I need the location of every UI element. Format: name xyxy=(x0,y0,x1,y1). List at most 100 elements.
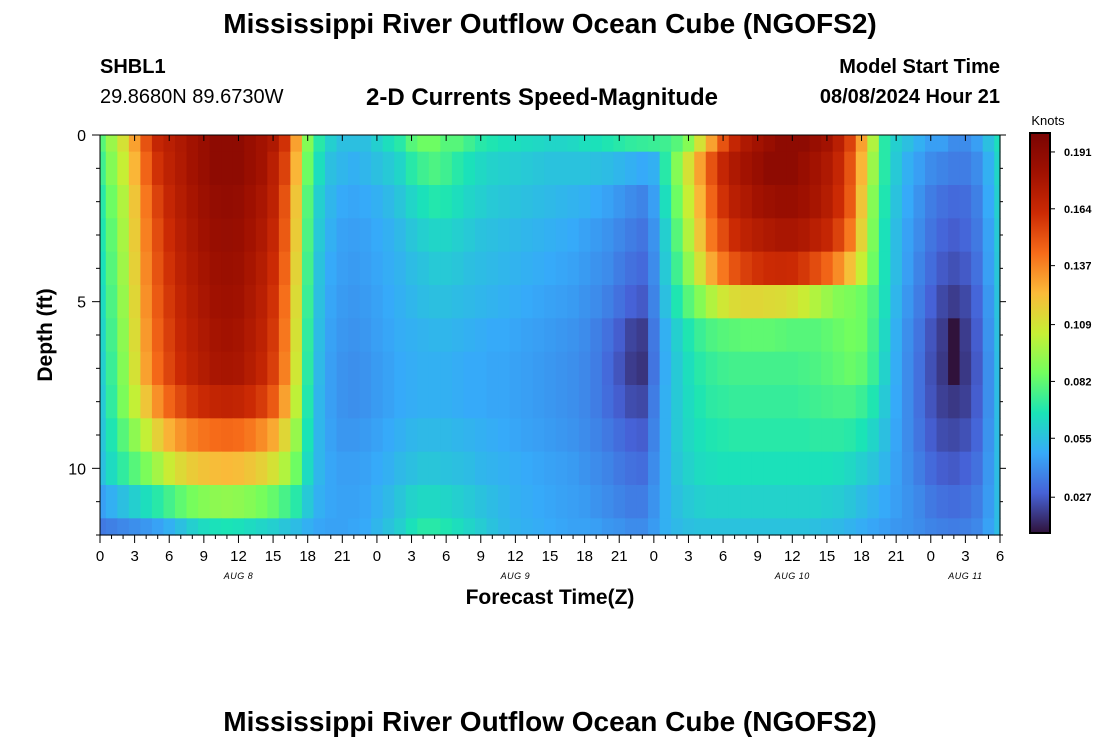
heatmap-cell xyxy=(301,135,315,153)
heatmap-cell xyxy=(982,185,995,219)
heatmap-cell xyxy=(601,185,615,219)
heatmap-cell xyxy=(255,351,268,386)
heatmap-cell xyxy=(140,251,153,286)
heatmap-cell xyxy=(348,318,361,353)
heatmap-cell xyxy=(901,151,915,186)
heatmap-cell xyxy=(578,251,591,286)
heatmap-cell xyxy=(763,185,776,219)
y-tick-label: 5 xyxy=(77,295,86,312)
heatmap-cell xyxy=(151,318,165,353)
heatmap-cell xyxy=(555,185,568,219)
heatmap-cell xyxy=(578,185,591,219)
heatmap-cell xyxy=(417,318,430,353)
heatmap-cell xyxy=(671,485,684,519)
heatmap-cell xyxy=(601,485,615,519)
heatmap-cell xyxy=(463,451,476,486)
heatmap-cell xyxy=(625,251,638,286)
heatmap-cell xyxy=(100,318,107,353)
heatmap-cell xyxy=(255,318,268,353)
heatmap-cell xyxy=(244,185,257,219)
heatmap-cell xyxy=(601,251,615,286)
heatmap-cell xyxy=(717,351,730,386)
x-tick-label: 15 xyxy=(265,548,282,565)
heatmap-cell xyxy=(821,218,834,253)
heatmap-cell xyxy=(590,485,603,519)
heatmap-cell xyxy=(567,451,580,486)
heatmap-cell xyxy=(348,351,361,386)
heatmap-cell xyxy=(959,385,972,419)
heatmap-cell xyxy=(832,418,845,453)
heatmap-cell xyxy=(498,518,511,536)
heatmap-cell xyxy=(613,218,626,253)
heatmap-cell xyxy=(486,318,499,353)
heatmap-cell xyxy=(232,285,245,319)
heatmap-cell xyxy=(844,151,857,186)
heatmap-cell xyxy=(936,218,949,253)
heatmap-cell xyxy=(959,151,972,186)
heatmap-cell xyxy=(521,185,534,219)
heatmap-cell xyxy=(371,418,384,453)
heatmap-cell xyxy=(100,418,107,453)
heatmap-cell xyxy=(648,218,661,253)
heatmap-cell xyxy=(198,251,211,286)
heatmap-cell xyxy=(601,285,615,319)
heatmap-cell xyxy=(521,251,534,286)
heatmap-cell xyxy=(209,185,222,219)
heatmap-cell xyxy=(290,385,303,419)
heatmap-cell xyxy=(821,135,834,153)
heatmap-cell xyxy=(982,151,995,186)
heatmap-cell xyxy=(232,318,245,353)
heatmap-cell xyxy=(740,151,753,186)
heatmap-cell xyxy=(601,318,615,353)
heatmap-cell xyxy=(625,318,638,353)
heatmap-cell xyxy=(682,518,695,536)
heatmap-cell xyxy=(901,218,915,253)
heatmap-cell xyxy=(105,351,118,386)
heatmap-cell xyxy=(532,385,545,419)
heatmap-cell xyxy=(175,218,188,253)
heatmap-cell xyxy=(244,351,257,386)
heatmap-cell xyxy=(555,318,568,353)
heatmap-cell xyxy=(705,385,718,419)
heatmap-cell xyxy=(694,518,707,536)
heatmap-cell xyxy=(267,385,280,419)
x-axis-label: Forecast Time(Z) xyxy=(466,586,635,609)
heatmap-cell xyxy=(878,135,891,153)
heatmap-cell xyxy=(717,151,730,186)
heatmap-cell xyxy=(509,385,522,419)
heatmap-cell xyxy=(336,518,349,536)
heatmap-cell xyxy=(694,285,707,319)
heatmap-cell xyxy=(382,251,395,286)
heatmap-cell xyxy=(221,151,234,186)
heatmap-cell xyxy=(405,485,418,519)
heatmap-cell xyxy=(890,251,903,286)
heatmap-cell xyxy=(994,418,1001,453)
heatmap-cell xyxy=(786,351,799,386)
heatmap-cell xyxy=(659,385,672,419)
heatmap-cell xyxy=(648,485,661,519)
heatmap-cell xyxy=(971,351,984,386)
date-label: AUG 10 xyxy=(774,571,810,581)
heatmap-cell xyxy=(394,135,407,153)
colorbar-tick-label: 0.164 xyxy=(1064,204,1092,216)
heatmap-cells xyxy=(100,135,1001,536)
heatmap-cell xyxy=(163,218,176,253)
heatmap-cell xyxy=(751,418,765,453)
heatmap-cell xyxy=(117,318,130,353)
heatmap-cell xyxy=(798,135,811,153)
heatmap-cell xyxy=(925,151,938,186)
heatmap-cell xyxy=(948,218,961,253)
heatmap-cell xyxy=(925,251,938,286)
heatmap-cell xyxy=(555,251,568,286)
heatmap-cell xyxy=(140,285,153,319)
x-tick-label: 18 xyxy=(576,548,593,565)
heatmap-cell xyxy=(336,285,349,319)
heatmap-cell xyxy=(786,318,799,353)
heatmap-cell xyxy=(544,185,557,219)
heatmap-cell xyxy=(221,351,234,386)
heatmap-cell xyxy=(140,135,153,153)
x-tick-label: 6 xyxy=(719,548,727,565)
heatmap-cell xyxy=(221,485,234,519)
heatmap-cell xyxy=(175,385,188,419)
heatmap-cell xyxy=(451,251,465,286)
